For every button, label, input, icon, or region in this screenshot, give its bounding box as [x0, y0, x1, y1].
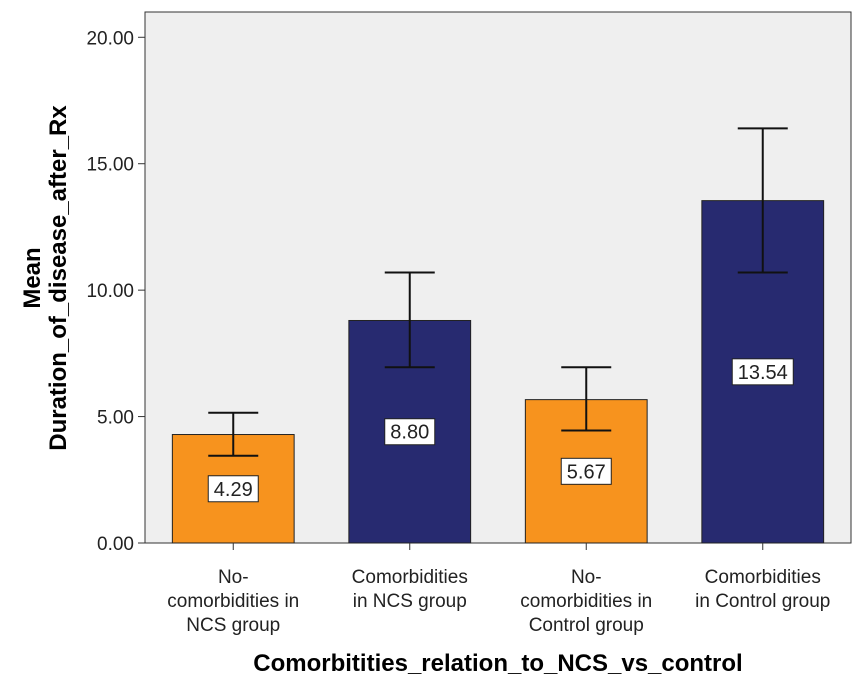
y-tick-label: 15.00	[86, 155, 134, 176]
x-category-label: Comorbidities in Control group	[695, 567, 830, 612]
value-labels: 4.29 8.80 5.67 13.54	[207, 358, 794, 503]
y-axis-ticks: 0.00 5.00 10.00 15.00 20.00	[86, 28, 145, 555]
value-label-box	[560, 457, 612, 485]
y-tick-label: 0.00	[97, 534, 134, 555]
bars	[171, 200, 825, 544]
y-tick-label: 10.00	[86, 281, 134, 302]
y-tick-label: 20.00	[86, 28, 134, 49]
value-label-box	[384, 418, 436, 446]
x-category-label: Comorbidities in NCS group	[352, 567, 468, 612]
x-axis-categories: No-comorbidities in NCS group Comorbiditie…	[167, 543, 830, 636]
y-axis-title: MeanDuration_of_disease_after_Rx	[19, 105, 72, 451]
error-bars	[208, 127, 788, 457]
value-label: 4.29	[214, 479, 253, 501]
value-label: 13.54	[738, 362, 788, 384]
value-label: 5.67	[567, 461, 606, 483]
x-category-label: No-comorbidities in Control group	[520, 567, 652, 636]
value-label-box	[207, 475, 259, 503]
value-label-box	[731, 358, 794, 386]
x-axis-title: Comorbitities_relation_to_NCS_vs_control	[253, 650, 742, 677]
y-tick-label: 5.00	[97, 408, 134, 429]
x-category-label: No-comorbidities in NCS group	[167, 567, 299, 636]
value-label: 8.80	[390, 422, 429, 444]
